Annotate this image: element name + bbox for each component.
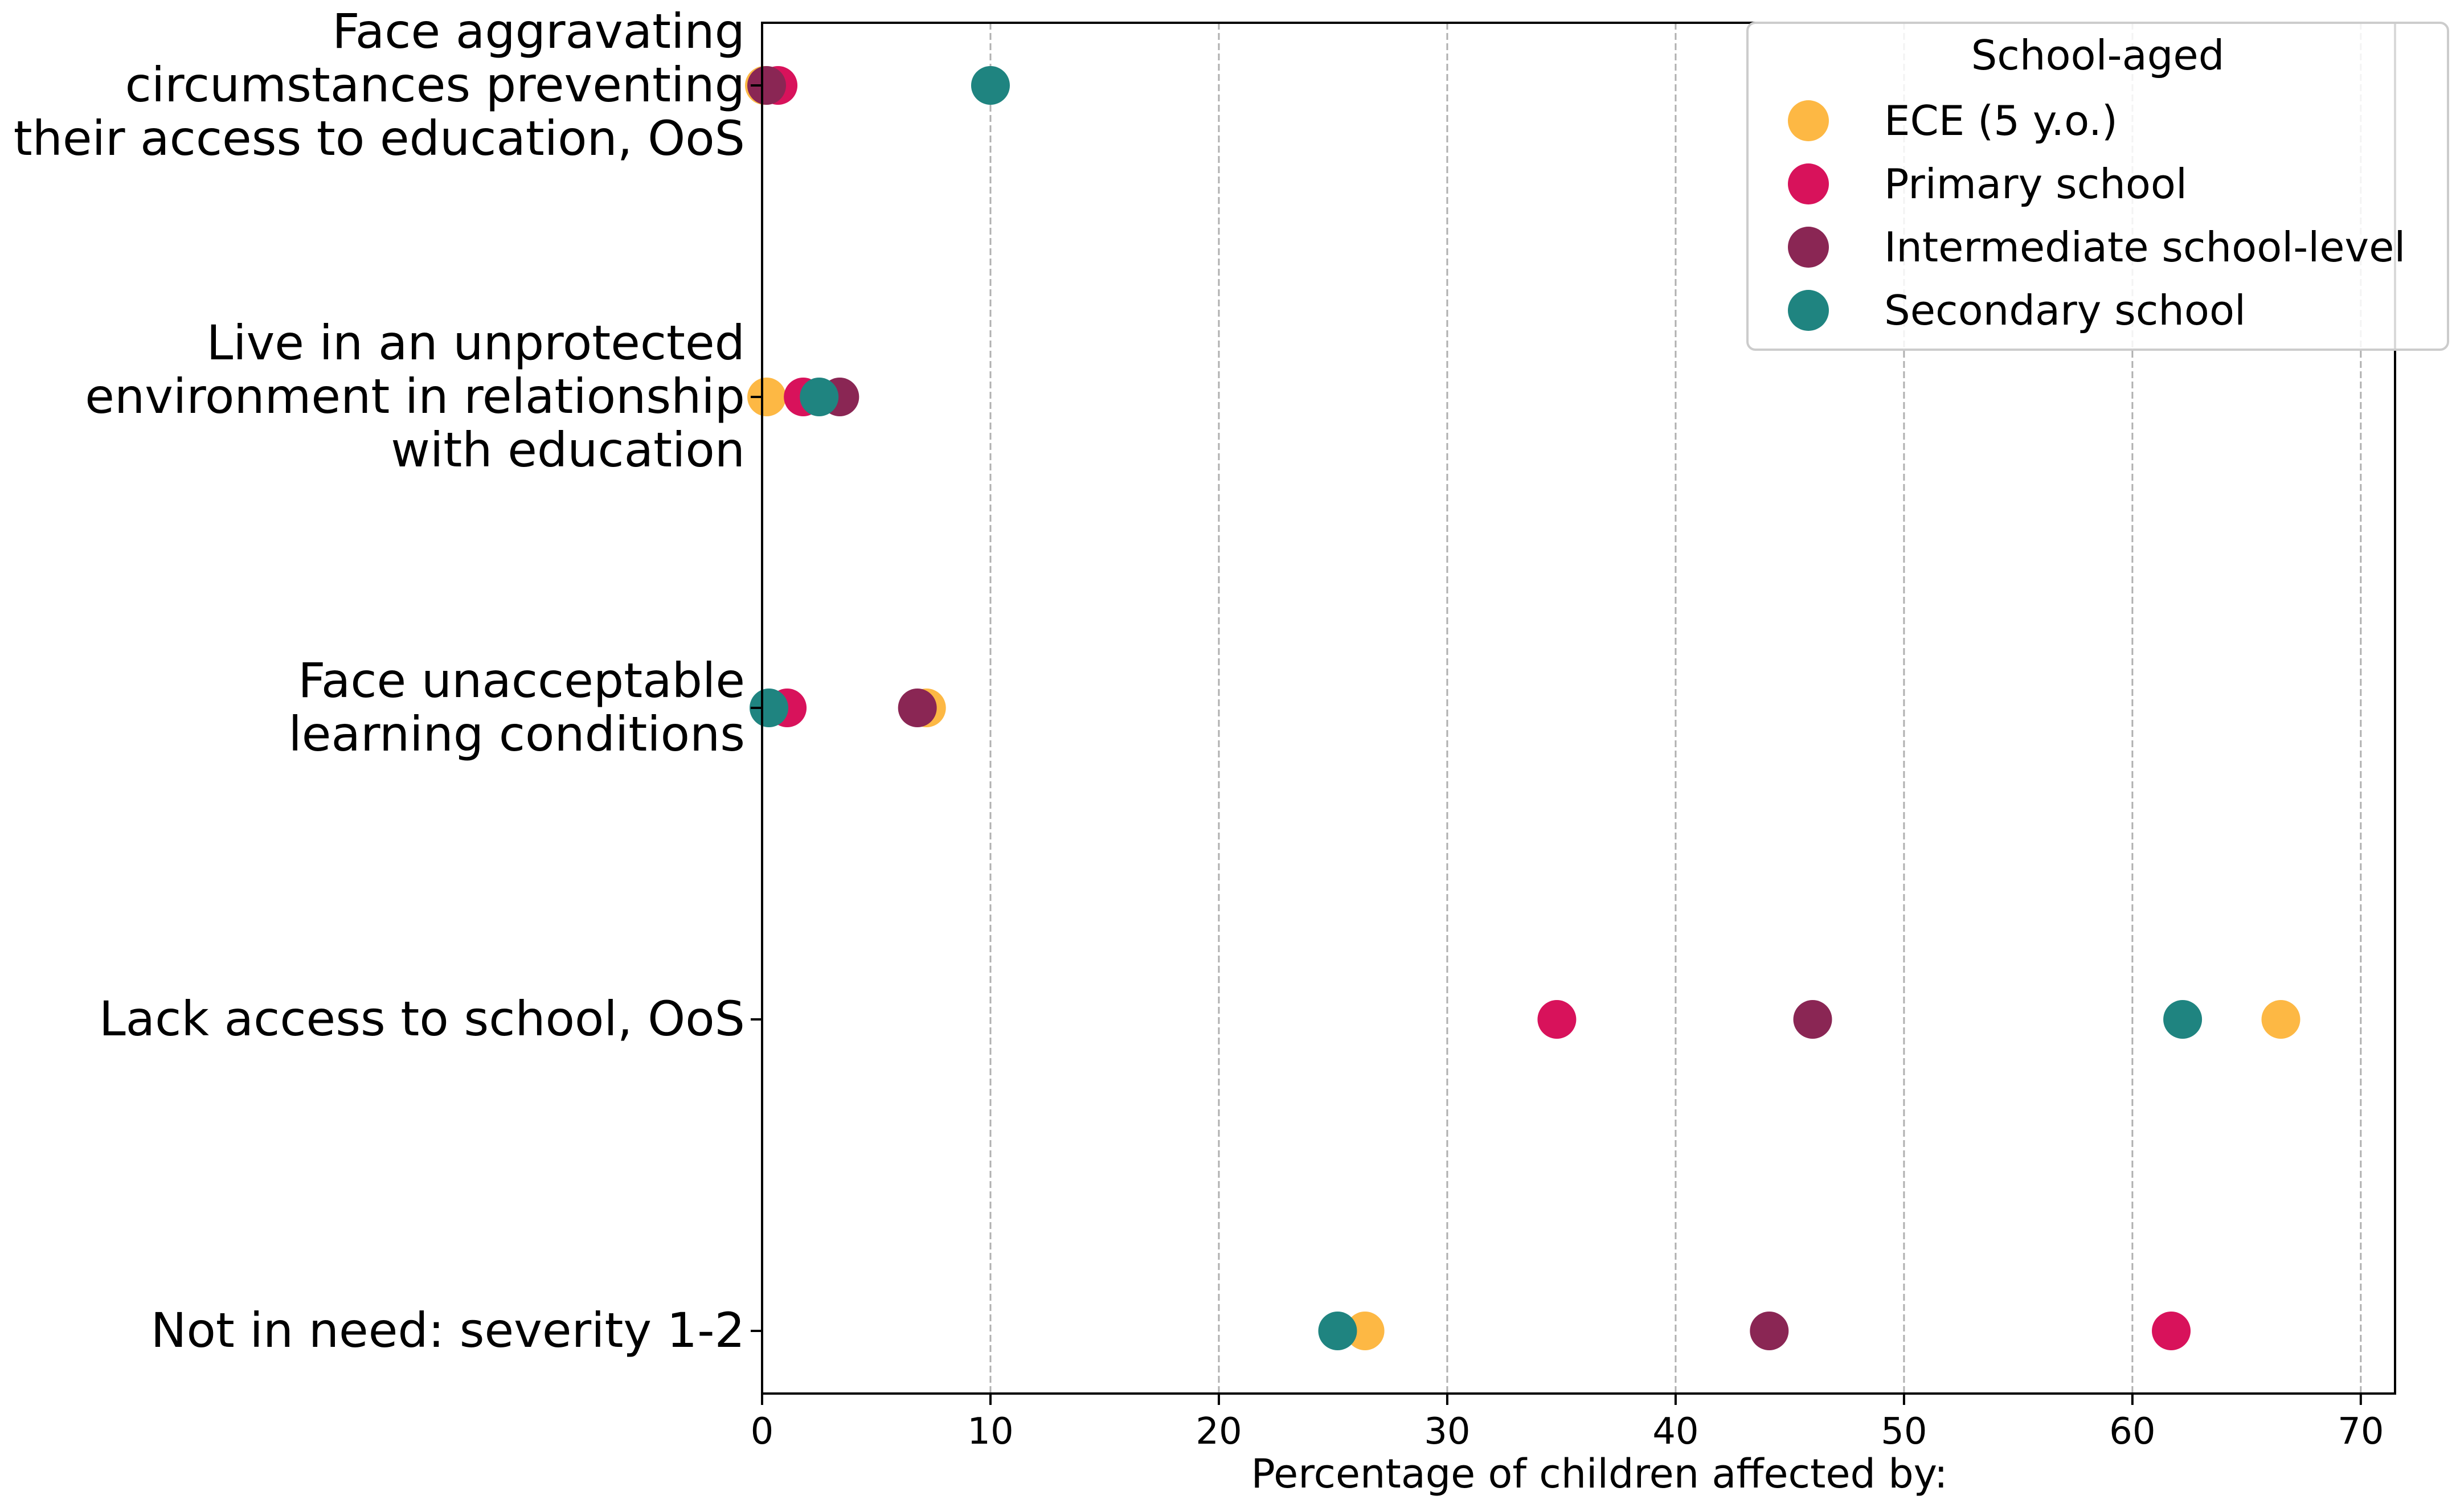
- point-ece-5-y-o--4: [1345, 1312, 1385, 1350]
- x-tick-label-50: 50: [1881, 1411, 1927, 1453]
- y-category-label: their access to education, OoS: [14, 110, 745, 166]
- point-secondary-school-0: [971, 66, 1010, 105]
- y-category-label: with education: [391, 422, 745, 478]
- y-category-label: Not in need: severity 1-2: [151, 1302, 745, 1358]
- point-secondary-school-4: [1318, 1312, 1357, 1350]
- x-tick-label-10: 10: [967, 1411, 1013, 1453]
- y-category-label: Face aggravating: [332, 3, 745, 59]
- y-category-label: Lack access to school, OoS: [99, 991, 745, 1047]
- y-category-label: Face unacceptable: [298, 653, 745, 708]
- legend-marker: [1788, 290, 1829, 331]
- x-axis: 0 10 20 30 40 50 60 70: [751, 1394, 2384, 1453]
- point-intermediate-school-level-3: [1793, 1000, 1832, 1039]
- point-intermediate-school-level-4: [1750, 1312, 1789, 1350]
- x-tick-label-0: 0: [751, 1411, 774, 1453]
- point-secondary-school-3: [2163, 1000, 2203, 1039]
- legend-title: School-aged: [1971, 31, 2225, 79]
- point-ece-5-y-o--3: [2261, 1000, 2300, 1039]
- legend-label: Primary school: [1884, 160, 2187, 208]
- point-ece-5-y-o--1: [747, 378, 787, 416]
- x-tick-label-60: 60: [2109, 1411, 2155, 1453]
- legend-label: Secondary school: [1884, 286, 2246, 334]
- point-secondary-school-1: [800, 378, 839, 416]
- legend-box: [1746, 22, 2449, 351]
- legend: School-aged ECE (5 y.o.) Primary school Int…: [1746, 22, 2449, 351]
- legend-label: Intermediate school-level: [1884, 223, 2405, 271]
- x-tick-label-40: 40: [1652, 1411, 1698, 1453]
- y-category-label: learning conditions: [288, 706, 745, 762]
- point-primary-school-4: [2152, 1312, 2191, 1350]
- point-primary-school-3: [1537, 1000, 1577, 1039]
- point-intermediate-school-level-2: [898, 689, 937, 727]
- y-category-label: environment in relationship: [85, 368, 745, 424]
- y-category-label: circumstances preventing: [125, 57, 745, 113]
- point-intermediate-school-level-0: [747, 66, 787, 105]
- x-tick-label-30: 30: [1424, 1411, 1470, 1453]
- x-tick-label-70: 70: [2338, 1411, 2384, 1453]
- legend-marker: [1788, 163, 1829, 204]
- legend-marker: [1788, 227, 1829, 268]
- point-secondary-school-2: [750, 689, 789, 727]
- legend-marker: [1788, 100, 1829, 141]
- data-points: [745, 66, 2300, 1350]
- legend-label: ECE (5 y.o.): [1884, 97, 2118, 145]
- y-category-label: Live in an unprotected: [206, 315, 745, 371]
- x-axis-title: Percentage of children affected by:: [1251, 1450, 1947, 1497]
- x-tick-label-20: 20: [1196, 1411, 1242, 1453]
